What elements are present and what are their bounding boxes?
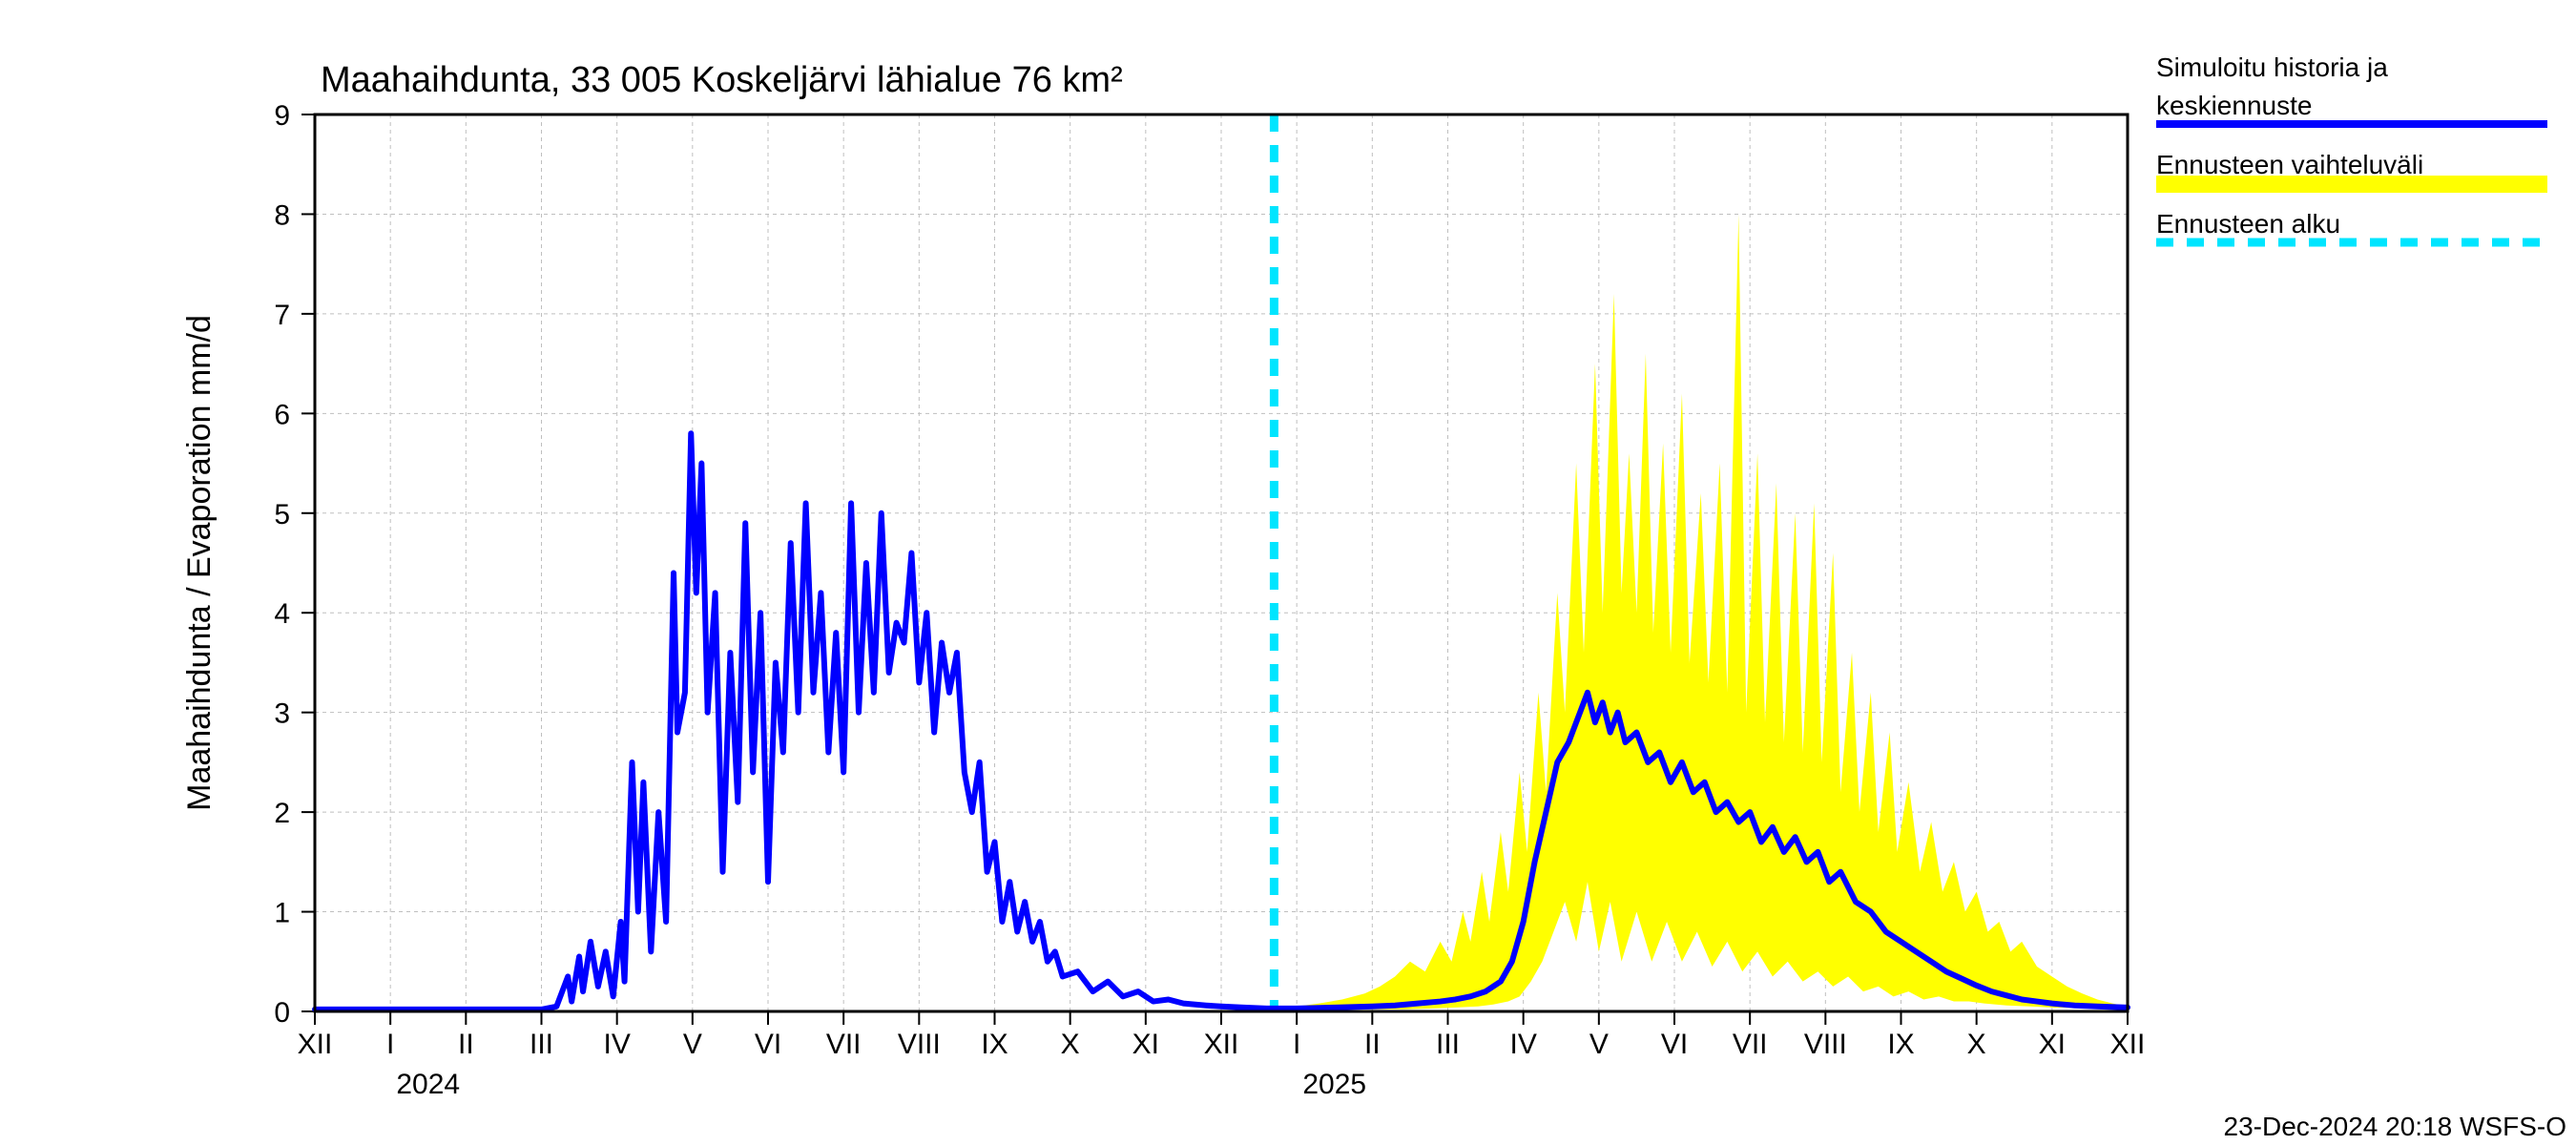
y-tick-label: 3 [274, 698, 290, 730]
x-tick-label: VIII [898, 1029, 941, 1060]
x-tick-label: II [458, 1029, 474, 1060]
y-tick-label: 0 [274, 997, 290, 1029]
y-tick-label: 4 [274, 598, 290, 630]
x-tick-label: XII [1204, 1029, 1239, 1060]
x-tick-label: III [530, 1029, 553, 1060]
y-tick-label: 2 [274, 798, 290, 829]
x-tick-label: VII [1733, 1029, 1768, 1060]
x-tick-label: XII [298, 1029, 333, 1060]
x-tick-label: IX [1887, 1029, 1914, 1060]
x-tick-label: IV [1509, 1029, 1536, 1060]
x-tick-label: IV [603, 1029, 630, 1060]
x-tick-label: III [1436, 1029, 1460, 1060]
legend-label: keskiennuste [2156, 91, 2312, 120]
x-tick-label: II [1364, 1029, 1381, 1060]
x-year-label: 2025 [1302, 1069, 1366, 1100]
footer-timestamp: 23-Dec-2024 20:18 WSFS-O [2224, 1112, 2567, 1141]
x-tick-label: XII [2110, 1029, 2146, 1060]
x-tick-label: I [1293, 1029, 1300, 1060]
legend-label: Simuloitu historia ja [2156, 52, 2388, 82]
x-tick-label: V [683, 1029, 702, 1060]
legend-label: Ennusteen vaihteluväli [2156, 150, 2423, 179]
x-tick-label: XI [2039, 1029, 2066, 1060]
x-tick-label: IX [981, 1029, 1008, 1060]
y-tick-label: 1 [274, 898, 290, 929]
x-tick-label: XI [1132, 1029, 1159, 1060]
x-year-label: 2024 [396, 1069, 460, 1100]
x-tick-label: VII [826, 1029, 862, 1060]
y-tick-label: 9 [274, 100, 290, 132]
chart-title: Maahaihdunta, 33 005 Koskeljärvi lähialu… [321, 60, 1123, 100]
x-tick-label: VI [755, 1029, 781, 1060]
y-axis-label: Maahaihdunta / Evaporation mm/d [181, 315, 218, 811]
x-tick-label: X [1061, 1029, 1080, 1060]
y-tick-label: 7 [274, 300, 290, 331]
y-tick-label: 6 [274, 399, 290, 430]
x-tick-label: V [1589, 1029, 1609, 1060]
y-tick-label: 8 [274, 199, 290, 231]
x-tick-label: VIII [1804, 1029, 1847, 1060]
legend-swatch-band [2156, 176, 2547, 193]
legend-label: Ennusteen alku [2156, 209, 2340, 239]
y-tick-label: 5 [274, 499, 290, 531]
x-tick-label: VI [1661, 1029, 1688, 1060]
x-tick-label: X [1967, 1029, 1986, 1060]
x-tick-label: I [386, 1029, 394, 1060]
evaporation-chart: 0123456789XIIIIIIIIIVVVIVIIVIIIIXXXIXIII… [0, 0, 2576, 1145]
